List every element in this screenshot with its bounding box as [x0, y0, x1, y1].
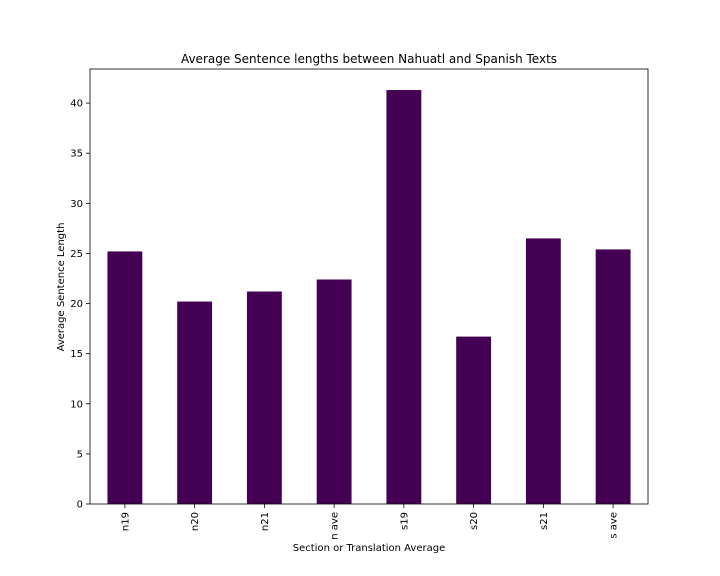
chart-title: Average Sentence lengths between Nahuatl… — [181, 52, 557, 66]
x-tick-label: s19 — [399, 512, 410, 530]
bar-n21 — [246, 291, 282, 504]
bar-s20 — [456, 336, 492, 504]
y-tick-label: 30 — [70, 199, 83, 210]
x-tick-label: s ave — [609, 512, 620, 539]
y-axis-label: Average Sentence Length — [56, 223, 67, 352]
y-axis-ticks: 0 5 10 15 20 25 30 35 40 — [70, 99, 90, 511]
bar-n19 — [107, 251, 143, 504]
bar-n20 — [177, 301, 213, 504]
x-tick-label: s21 — [539, 512, 550, 530]
x-tick-label: n19 — [120, 512, 131, 531]
bar-s19 — [386, 90, 422, 504]
bars-group — [107, 90, 631, 504]
y-tick-label: 35 — [70, 149, 83, 160]
y-tick-label: 10 — [70, 399, 83, 410]
bar-s21 — [525, 238, 561, 504]
x-tick-label: s20 — [469, 512, 480, 530]
plot-frame — [89, 68, 649, 505]
y-tick-label: 15 — [70, 349, 83, 360]
y-tick-label: 25 — [70, 249, 83, 260]
bar-s-ave — [595, 249, 631, 504]
y-tick-label: 0 — [77, 500, 83, 511]
x-tick-label: n21 — [260, 512, 271, 531]
y-tick-label: 40 — [70, 99, 83, 110]
x-tick-label: n ave — [330, 512, 341, 540]
x-axis-label: Section or Translation Average — [293, 543, 445, 554]
bar-n-ave — [316, 279, 352, 504]
y-tick-label: 5 — [77, 449, 83, 460]
y-tick-label: 20 — [70, 299, 83, 310]
x-axis-ticks: n19 n20 n21 n ave s19 s20 s21 s ave — [120, 504, 620, 540]
x-tick-label: n20 — [190, 512, 201, 531]
